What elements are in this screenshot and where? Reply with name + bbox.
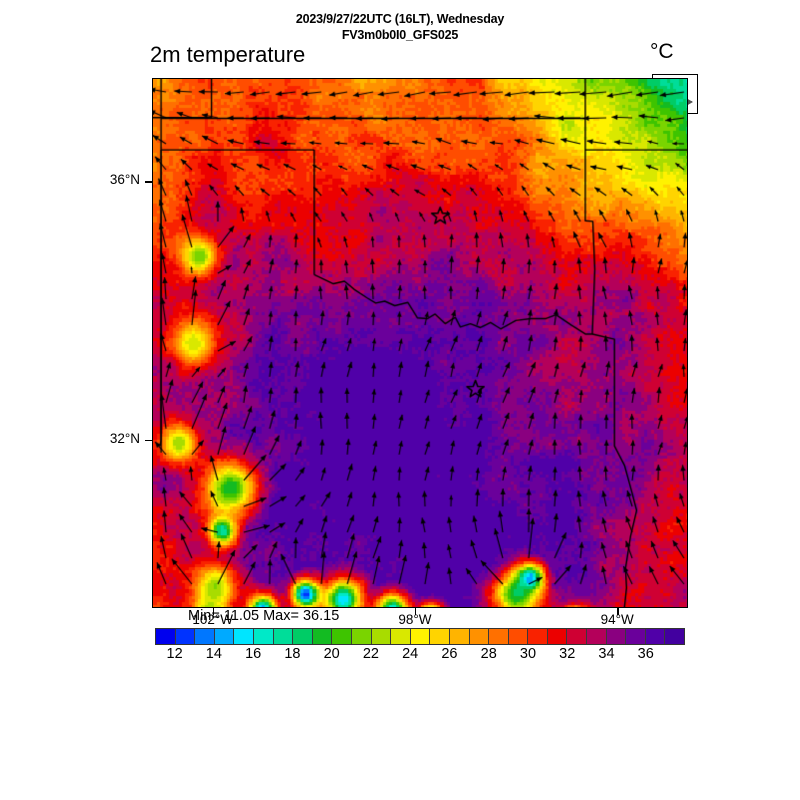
colorbar-cell-16 bbox=[469, 629, 490, 644]
colorbar-cell-12 bbox=[391, 629, 411, 644]
y-axis-tick-36: 36°N bbox=[109, 172, 140, 188]
colorbar-tick-36: 36 bbox=[637, 646, 654, 662]
colorbar-tick-14: 14 bbox=[205, 646, 222, 662]
colorbar-tick-28: 28 bbox=[480, 646, 497, 662]
colorbar-tick-34: 34 bbox=[598, 646, 615, 662]
colorbar-tick-16: 16 bbox=[245, 646, 262, 662]
temperature-map-plot[interactable] bbox=[152, 78, 688, 608]
colorbar-cell-22 bbox=[587, 629, 607, 644]
colorbar-cell-1 bbox=[175, 629, 196, 644]
x-tick-mark bbox=[212, 607, 215, 615]
x-axis-tick-98: 98°W bbox=[398, 612, 432, 627]
colorbar-cell-0 bbox=[156, 629, 176, 644]
colorbar-cell-11 bbox=[371, 629, 392, 644]
colorbar-cell-19 bbox=[528, 629, 548, 644]
colorbar-cell-13 bbox=[410, 629, 431, 644]
colorbar-cell-8 bbox=[312, 629, 333, 644]
minmax-stats: Min= 11.05 Max= 36.15 bbox=[188, 608, 340, 624]
colorbar-tick-12: 12 bbox=[166, 646, 183, 662]
colorbar-cell-23 bbox=[606, 629, 627, 644]
colorbar-cell-5 bbox=[253, 629, 274, 644]
colorbar-cell-3 bbox=[214, 629, 235, 644]
y-tick-mark bbox=[145, 181, 153, 183]
y-tick-mark bbox=[145, 439, 153, 442]
colorbar-cell-17 bbox=[489, 629, 509, 644]
colorbar-cell-2 bbox=[195, 629, 215, 644]
wind-vector-overlay bbox=[153, 79, 687, 607]
colorbar-cell-10 bbox=[351, 629, 372, 644]
colorbar-cell-6 bbox=[273, 629, 294, 644]
colorbar-tick-22: 22 bbox=[362, 646, 379, 662]
colorbar-tick-32: 32 bbox=[559, 646, 576, 662]
x-tick-mark bbox=[617, 607, 619, 615]
colorbar-tick-24: 24 bbox=[402, 646, 419, 662]
colorbar-cell-18 bbox=[508, 629, 529, 644]
colorbar-cell-14 bbox=[430, 629, 450, 644]
colorbar-cell-21 bbox=[567, 629, 588, 644]
colorbar-tick-30: 30 bbox=[519, 646, 537, 662]
page-title: 2m temperature bbox=[150, 42, 306, 67]
x-axis-tick-102: 102°W bbox=[192, 612, 233, 627]
colorbar-cell-9 bbox=[332, 629, 352, 644]
datetime-header: 2023/9/27/22UTC (16LT), Wednesday bbox=[295, 12, 505, 26]
colorbar-cell-15 bbox=[449, 629, 470, 644]
colorbar-cell-7 bbox=[293, 629, 313, 644]
x-tick-mark bbox=[414, 607, 417, 615]
colorbar-cell-24 bbox=[626, 629, 646, 644]
y-axis-tick-32: 32°N bbox=[109, 430, 140, 446]
units-label: °C bbox=[650, 40, 674, 63]
x-axis-tick-94: 94°W bbox=[600, 612, 634, 627]
model-header: FV3m0b0I0_GFS025 bbox=[341, 28, 459, 42]
colorbar-cell-20 bbox=[547, 629, 568, 644]
colorbar-cell-25 bbox=[645, 629, 666, 644]
colorbar-cell-26 bbox=[665, 629, 685, 644]
colorbar-tick-20: 20 bbox=[323, 646, 340, 662]
colorbar-tick-26: 26 bbox=[441, 646, 458, 662]
colorbar[interactable] bbox=[155, 628, 685, 645]
colorbar-cell-4 bbox=[234, 629, 254, 644]
colorbar-tick-labels: 12 14 16 18 20 22 24 26 28 30 32 34 36 bbox=[155, 646, 685, 666]
colorbar-tick-18: 18 bbox=[284, 646, 301, 662]
